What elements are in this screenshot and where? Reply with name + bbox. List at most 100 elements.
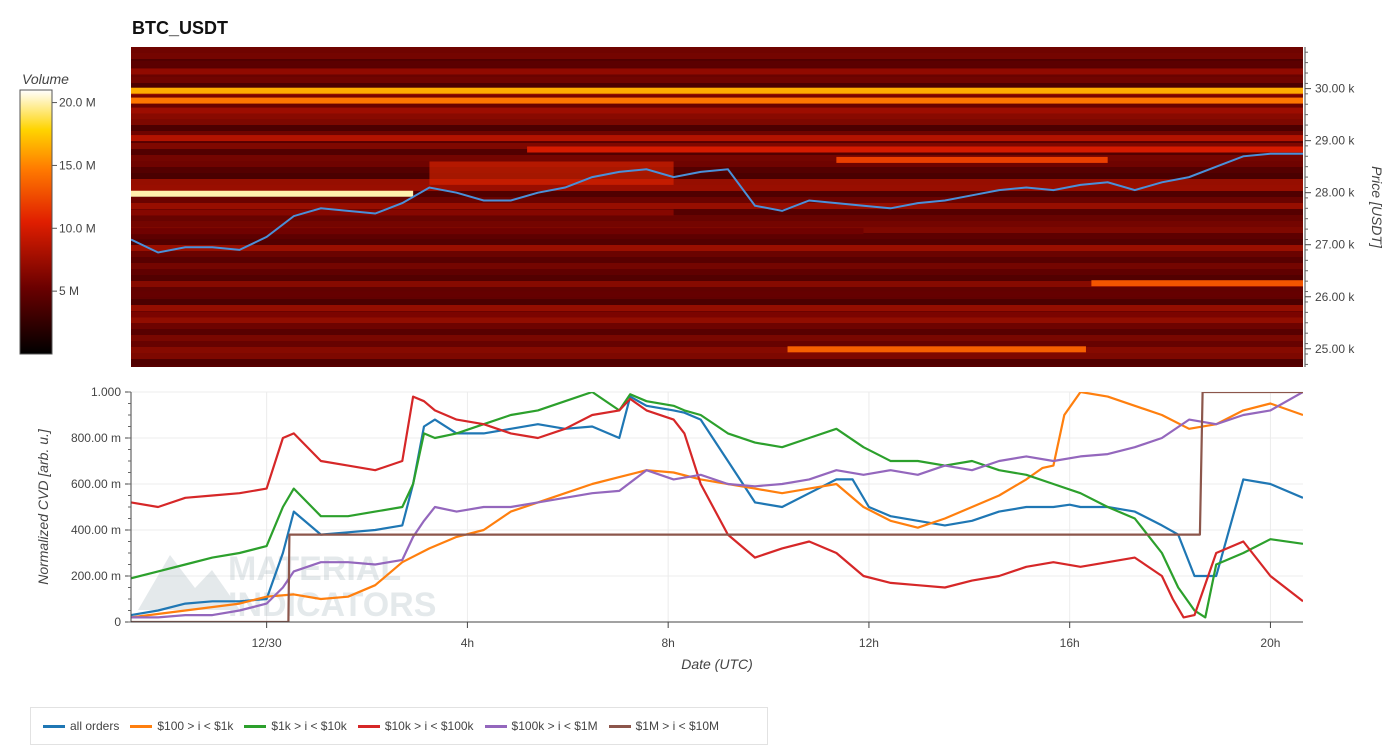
heatmap-texture-row	[131, 323, 1303, 329]
heatmap-texture-row	[131, 329, 1303, 335]
heatmap-texture-row	[131, 341, 1303, 347]
watermark-line1: MATERIAL	[228, 550, 401, 588]
heatmap-band	[131, 311, 1303, 318]
legend-label: $100k > i < $1M	[511, 719, 598, 733]
heatmap-texture-row	[131, 251, 1303, 257]
heatmap-texture-row	[131, 155, 1303, 161]
heatmap-texture-row	[131, 185, 1303, 191]
heatmap-band	[131, 60, 1303, 67]
heatmap-band	[836, 156, 1108, 163]
legend-label: $10k > i < $100k	[384, 719, 474, 733]
price-line	[131, 152, 1303, 254]
price-tick-label: 27.00 k	[1315, 238, 1355, 252]
price-tick-label: 28.00 k	[1315, 186, 1355, 200]
cvd-series-line	[131, 395, 1303, 617]
heatmap-texture-row	[131, 353, 1303, 359]
watermark-mountain-icon	[138, 555, 240, 610]
cvd-axis-label: Normalized CVD [arb. u.]	[35, 428, 51, 585]
chart-legend: all orders $100 > i < $1k $1k > i < $10k $1…	[30, 707, 768, 745]
legend-item[interactable]: $1M > i < $10M	[608, 719, 719, 733]
heatmap-band	[131, 209, 674, 216]
heatmap-texture-row	[131, 299, 1303, 305]
cvd-y-tick-label: 400.00 m	[71, 523, 121, 537]
heatmap-texture-row	[131, 83, 1303, 89]
legend-swatch	[484, 724, 507, 728]
heatmap-texture-row	[131, 113, 1303, 119]
heatmap-band	[131, 87, 1303, 94]
heatmap-texture-row	[131, 365, 1303, 367]
cvd-series-line	[131, 392, 1303, 619]
heatmap-texture-row	[131, 77, 1303, 83]
price-tick-label: 25.00 k	[1315, 342, 1355, 356]
heatmap-texture-row	[131, 131, 1303, 137]
cvd-y-tick-label: 1.000	[91, 385, 121, 399]
legend-item[interactable]: $10k > i < $100k	[357, 719, 474, 733]
heatmap-texture-row	[131, 197, 1303, 203]
heatmap-texture-row	[131, 191, 1303, 197]
heatmap-texture-row	[131, 335, 1303, 341]
heatmap-texture-row	[131, 359, 1303, 365]
cvd-y-tick-label: 600.00 m	[71, 477, 121, 491]
heatmap-texture-row	[131, 161, 1303, 167]
heatmap-band	[131, 291, 1303, 298]
heatmap-texture-row	[131, 209, 1303, 215]
heatmap-texture-row	[131, 263, 1303, 269]
cvd-x-tick-label: 12/30	[252, 636, 282, 650]
legend-swatch	[608, 724, 631, 728]
price-axis-label: Price [USDT]	[1369, 166, 1385, 249]
chart-svg: Volume 5 M 10.0 M 15.0 M 20.0 M 25.00 k 26.0…	[19, 47, 1385, 672]
heatmap-texture-row	[131, 233, 1303, 239]
legend-swatch	[43, 724, 65, 728]
heatmap-texture-row	[131, 269, 1303, 275]
heatmap-texture-row	[131, 287, 1303, 293]
heatmap-texture-row	[131, 257, 1303, 263]
colorbar-tick-label: 10.0 M	[59, 221, 96, 235]
cvd-y-tick-label: 800.00 m	[71, 431, 121, 445]
heatmap-texture-row	[131, 143, 1303, 149]
heatmap-texture-row	[131, 317, 1303, 323]
heatmap-texture-row	[131, 275, 1303, 281]
heatmap-band	[131, 228, 864, 235]
cvd-x-tick-label: 16h	[1060, 636, 1080, 650]
heatmap-texture-row	[131, 119, 1303, 125]
heatmap-band	[527, 146, 1303, 153]
legend-item[interactable]: $1k > i < $10k	[244, 719, 347, 733]
cvd-panel: MATERIAL INDICATORS 0 200.00 m 400.00 m 600…	[35, 385, 1303, 672]
legend-swatch	[357, 724, 380, 728]
cvd-series-line	[131, 392, 1303, 622]
legend-swatch	[244, 724, 267, 728]
price-tick-label: 30.00 k	[1315, 82, 1355, 96]
page-title: BTC_USDT	[132, 18, 229, 38]
cvd-x-tick-label: 12h	[859, 636, 879, 650]
heatmap-band	[131, 135, 1303, 142]
legend-label: all orders	[70, 719, 120, 733]
heatmap-texture-row	[131, 245, 1303, 251]
legend-item[interactable]: $100k > i < $1M	[484, 719, 598, 733]
colorbar-tick-label: 5 M	[59, 284, 79, 298]
heatmap-texture-row	[131, 125, 1303, 131]
heatmap-texture-row	[131, 203, 1303, 209]
legend-label: $1k > i < $10k	[271, 719, 347, 733]
heatmap-texture-area	[429, 161, 674, 185]
cvd-y-tick-label: 200.00 m	[71, 569, 121, 583]
heatmap-panel: 25.00 k 26.00 k 27.00 k 28.00 k 29.00 k 30.00…	[131, 47, 1385, 367]
cvd-series-line	[131, 392, 1303, 619]
heatmap-texture-row	[131, 53, 1303, 59]
heatmap-texture-row	[131, 65, 1303, 71]
colorbar-gradient	[19, 89, 53, 355]
heatmap-texture-row	[131, 179, 1303, 185]
heatmap-band	[131, 107, 1303, 114]
heatmap-texture-row	[131, 281, 1303, 287]
date-axis-label: Date (UTC)	[681, 656, 753, 672]
cvd-series-line	[131, 395, 1303, 619]
legend-label: $1M > i < $10M	[635, 719, 719, 733]
cvd-series-line	[131, 392, 1303, 619]
colorbar-tick-label: 20.0 M	[59, 96, 96, 110]
heatmap-band	[131, 190, 414, 197]
legend-swatch	[130, 724, 153, 728]
legend-item[interactable]: all orders	[43, 719, 119, 733]
legend-item[interactable]: $100 > i < $1k	[130, 719, 233, 733]
cvd-x-tick-label: 4h	[461, 636, 474, 650]
heatmap-texture-row	[131, 221, 1303, 227]
